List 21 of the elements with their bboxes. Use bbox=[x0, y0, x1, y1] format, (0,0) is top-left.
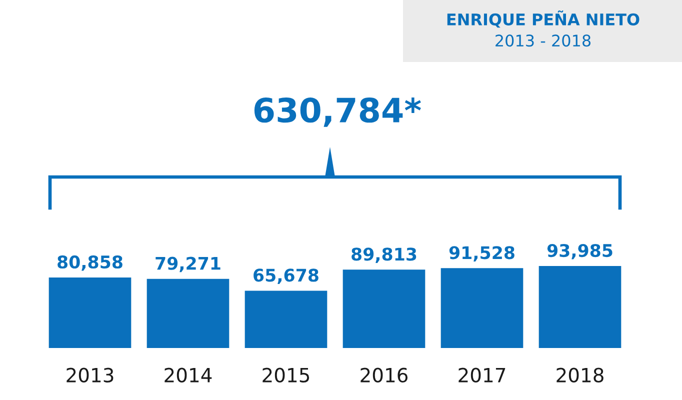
data-label: 93,985 bbox=[547, 244, 612, 260]
chart-title: ENRIQUE PEÑA NIETO bbox=[447, 10, 640, 28]
x-tick-label: 2014 bbox=[164, 368, 212, 382]
chart-subtitle: 2013 - 2018 bbox=[496, 34, 591, 47]
bar bbox=[48, 277, 132, 348]
x-tick-label: 2017 bbox=[458, 368, 506, 382]
x-tick-label: 2016 bbox=[360, 368, 408, 382]
x-tick-label: 2013 bbox=[66, 368, 114, 382]
x-tick-label: 2018 bbox=[556, 368, 604, 382]
data-label: 65,678 bbox=[254, 268, 318, 284]
bar bbox=[440, 268, 524, 348]
x-tick-label: 2015 bbox=[262, 368, 310, 382]
bar bbox=[244, 290, 328, 348]
data-label: 79,271 bbox=[156, 256, 220, 272]
data-label: 91,528 bbox=[449, 246, 514, 262]
text: 630,784* bbox=[254, 97, 421, 127]
data-label: 80,858 bbox=[58, 255, 122, 271]
data-label: 89,813 bbox=[352, 248, 416, 263]
bar bbox=[538, 266, 622, 348]
bar bbox=[146, 278, 230, 348]
bar bbox=[342, 270, 426, 348]
